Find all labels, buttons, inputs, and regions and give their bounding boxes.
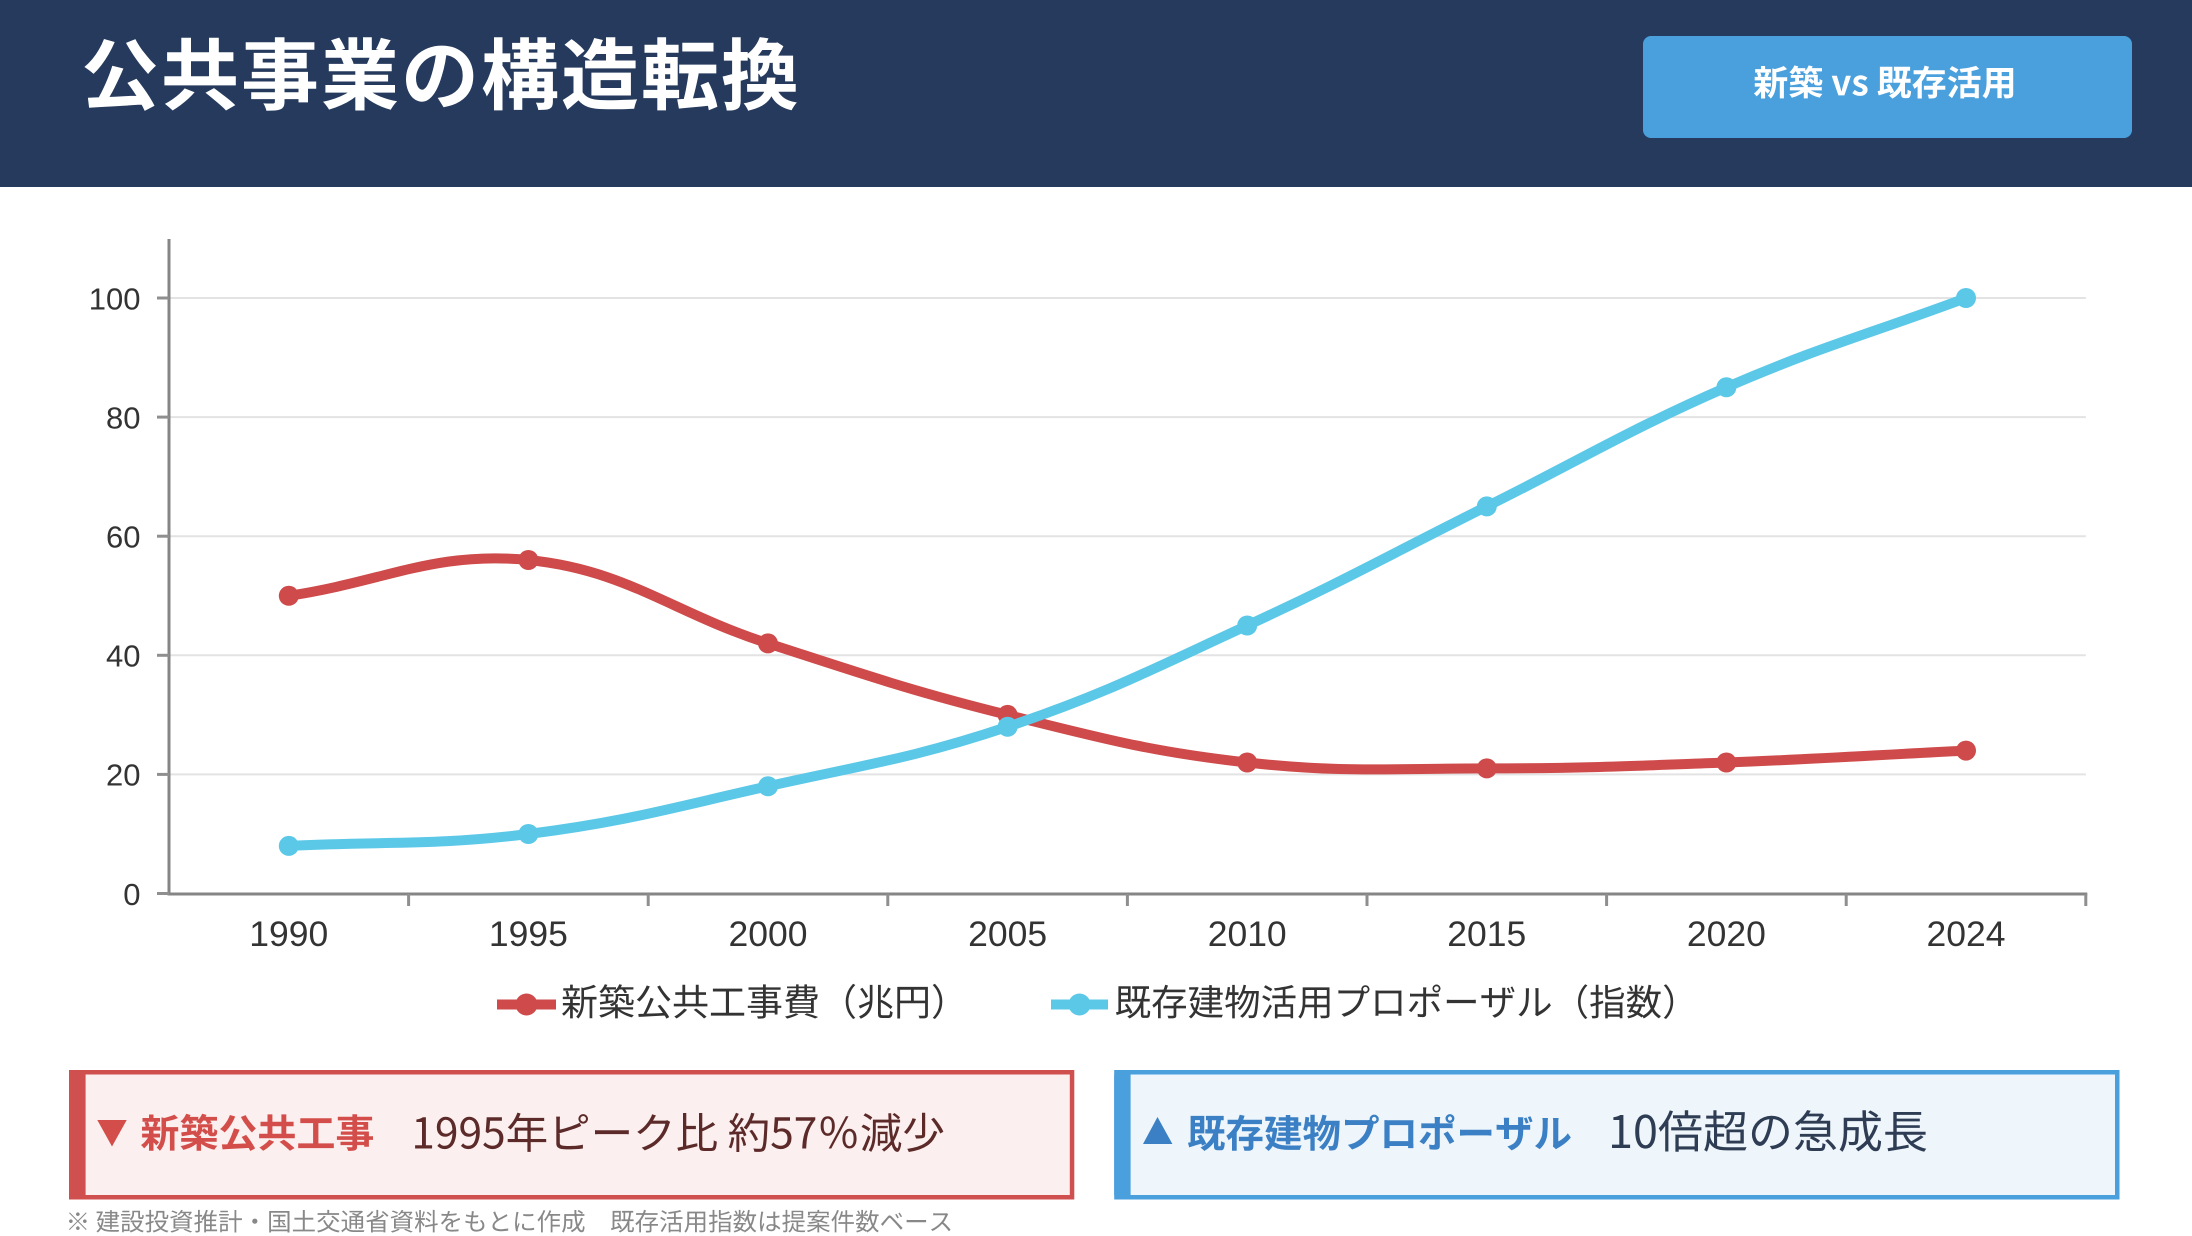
svg-text:2005: 2005: [968, 914, 1047, 954]
svg-text:80: 80: [106, 400, 140, 435]
svg-text:2024: 2024: [1927, 914, 2006, 954]
svg-text:60: 60: [106, 520, 140, 555]
svg-text:1995: 1995: [489, 914, 568, 954]
svg-text:2000: 2000: [729, 914, 808, 954]
svg-text:40: 40: [106, 639, 140, 674]
svg-text:1990: 1990: [249, 914, 328, 954]
svg-text:2020: 2020: [1687, 914, 1766, 954]
svg-text:2010: 2010: [1208, 914, 1287, 954]
svg-text:20: 20: [106, 758, 140, 793]
svg-text:2015: 2015: [1447, 914, 1526, 954]
svg-text:0: 0: [123, 877, 140, 912]
svg-text:100: 100: [89, 281, 141, 316]
